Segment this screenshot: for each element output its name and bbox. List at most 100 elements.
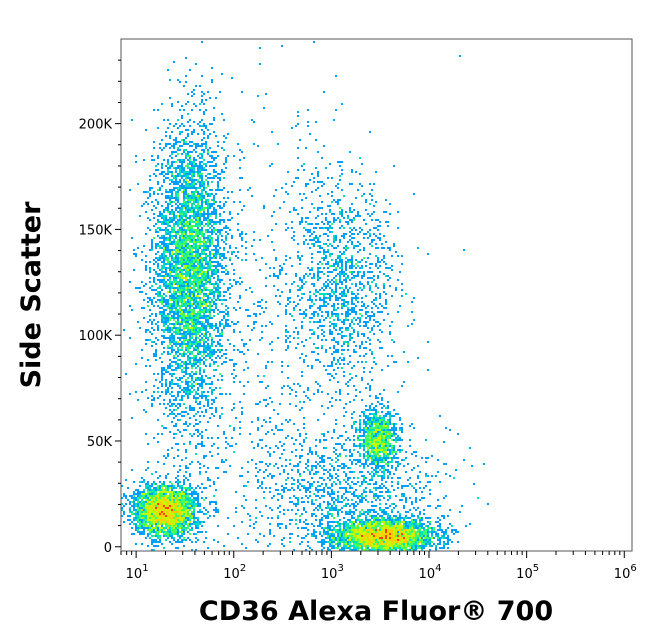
density-point — [227, 325, 229, 327]
density-point — [159, 245, 161, 247]
density-point — [353, 351, 355, 353]
density-point — [381, 441, 383, 443]
density-point — [161, 215, 163, 217]
density-point — [205, 355, 207, 357]
density-point — [359, 231, 361, 233]
density-point — [293, 383, 295, 385]
density-point — [203, 347, 205, 349]
density-point — [377, 421, 379, 423]
density-point — [227, 313, 229, 315]
density-point — [165, 317, 167, 319]
density-point — [185, 185, 187, 187]
density-point — [201, 355, 203, 357]
density-point — [241, 209, 243, 211]
density-point — [179, 161, 181, 163]
density-point — [185, 373, 187, 375]
density-point — [239, 295, 241, 297]
density-point — [229, 425, 231, 427]
density-point — [195, 235, 197, 237]
density-point — [341, 189, 343, 191]
density-point — [391, 427, 393, 429]
density-point — [203, 295, 205, 297]
density-point — [179, 343, 181, 345]
density-point — [195, 337, 197, 339]
density-point — [337, 217, 339, 219]
density-point — [305, 183, 307, 185]
density-point — [161, 221, 163, 223]
density-point — [209, 173, 211, 175]
density-point — [199, 253, 201, 255]
density-point — [199, 285, 201, 287]
density-point — [197, 155, 199, 157]
density-point — [353, 323, 355, 325]
density-point — [341, 261, 343, 263]
density-point — [353, 439, 355, 441]
density-point — [177, 191, 179, 193]
density-point — [253, 323, 255, 325]
density-point — [379, 341, 381, 343]
density-point — [365, 265, 367, 267]
density-point — [313, 331, 315, 333]
density-point — [413, 319, 415, 321]
density-point — [213, 369, 215, 371]
density-point — [173, 145, 175, 147]
density-point — [185, 229, 187, 231]
density-point — [171, 335, 173, 337]
density-point — [183, 299, 185, 301]
density-point — [197, 333, 199, 335]
density-point — [179, 259, 181, 261]
density-point — [361, 333, 363, 335]
density-point — [359, 355, 361, 357]
density-point — [195, 329, 197, 331]
density-point — [211, 359, 213, 361]
density-point — [379, 403, 381, 405]
density-point — [203, 357, 205, 359]
density-point — [191, 387, 193, 389]
density-point — [377, 423, 379, 425]
density-point — [189, 265, 191, 267]
density-point — [343, 251, 345, 253]
density-point — [301, 445, 303, 447]
density-point — [391, 423, 393, 425]
density-point — [157, 181, 159, 183]
density-point — [135, 287, 137, 289]
density-point — [297, 169, 299, 171]
density-point — [369, 331, 371, 333]
density-point — [187, 227, 189, 229]
density-point — [307, 267, 309, 269]
density-point — [271, 341, 273, 343]
density-point — [153, 217, 155, 219]
density-point — [317, 209, 319, 211]
density-point — [339, 175, 341, 177]
density-point — [185, 335, 187, 337]
density-point — [315, 445, 317, 447]
density-point — [143, 285, 145, 287]
density-point — [149, 339, 151, 341]
density-point — [343, 341, 345, 343]
density-point — [345, 211, 347, 213]
density-point — [375, 413, 377, 415]
density-point — [221, 235, 223, 237]
density-point — [179, 247, 181, 249]
density-point — [203, 243, 205, 245]
density-point — [195, 285, 197, 287]
density-point — [391, 439, 393, 441]
density-point — [171, 295, 173, 297]
density-point — [233, 251, 235, 253]
density-point — [199, 157, 201, 159]
density-point — [209, 357, 211, 359]
density-point — [209, 165, 211, 167]
density-point — [139, 291, 141, 293]
density-point — [165, 379, 167, 381]
density-point — [201, 119, 203, 121]
density-point — [331, 339, 333, 341]
density-point — [325, 281, 327, 283]
density-point — [187, 243, 189, 245]
density-point — [191, 275, 193, 277]
density-point — [377, 397, 379, 399]
density-point — [187, 345, 189, 347]
density-point — [325, 219, 327, 221]
density-point — [219, 189, 221, 191]
density-point — [145, 329, 147, 331]
density-point — [367, 441, 369, 443]
